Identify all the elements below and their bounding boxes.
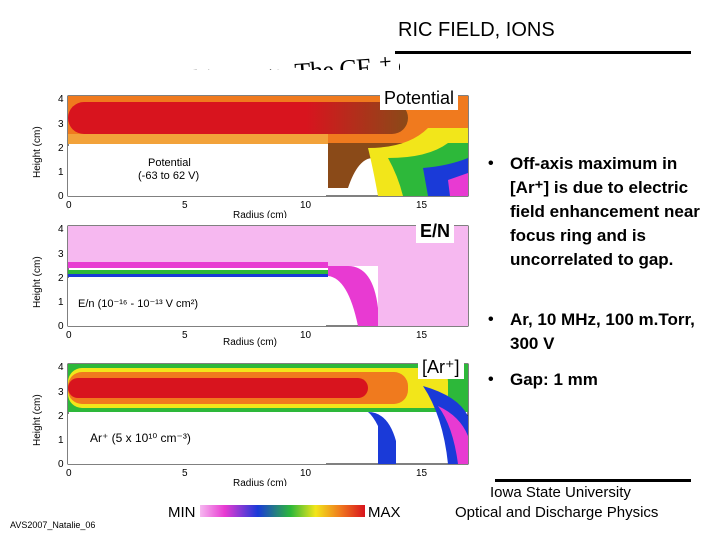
ar-xtick: 0	[66, 468, 72, 479]
en-ytick: 2	[58, 273, 64, 284]
en-xlabel: Radius (cm)	[223, 337, 277, 348]
en-annotation-line1: E/n (10⁻¹⁶ - 10⁻¹³ V cm²)	[78, 298, 198, 310]
panel-label-en: E/N	[416, 220, 455, 243]
potential-plot: Potential (-63 to 62 V) 0 1 2 3 4 0 5 10…	[32, 94, 469, 218]
institution-line1: Iowa State University	[490, 484, 631, 501]
potential-annotation-line1: Potential	[148, 157, 191, 169]
en-plot: E/n (10⁻¹⁶ - 10⁻¹³ V cm²) 0 1 2 3 4 0 5 …	[32, 224, 469, 348]
ar-xtick: 5	[182, 468, 188, 479]
ar-ytick: 1	[58, 435, 64, 446]
potential-xlabel: Radius (cm)	[233, 210, 287, 218]
en-ytick: 4	[58, 224, 64, 235]
colorbar-min-label: MIN	[168, 504, 196, 521]
bullet-item: Off-axis maximum in [Ar⁺] is due to elec…	[486, 152, 716, 272]
corner-tag: AVS2007_Natalie_06	[10, 520, 96, 530]
potential-ytick: 2	[58, 143, 64, 154]
en-xtick: 0	[66, 330, 72, 341]
potential-xtick: 10	[300, 200, 312, 211]
institution-line2: Optical and Discharge Physics	[455, 504, 659, 521]
ar-ytick: 4	[58, 362, 64, 373]
panel-label-potential: Potential	[380, 87, 459, 110]
en-xtick: 10	[300, 330, 312, 341]
potential-xtick: 15	[416, 200, 428, 211]
ar-xlabel: Radius (cm)	[233, 478, 287, 486]
potential-ylabel: Height (cm)	[32, 126, 43, 178]
potential-ytick: 0	[58, 191, 64, 202]
en-xtick: 15	[416, 330, 428, 341]
scanned-text-line: gas pressure over this range. The CF₃⁺ d…	[8, 25, 400, 70]
bullet-item: Ar, 10 MHz, 100 m.Torr, 300 V	[486, 308, 716, 356]
en-xtick: 5	[182, 330, 188, 341]
title-rule	[395, 51, 691, 54]
ar-ion-plot: Ar⁺ (5 x 10¹⁰ cm⁻³) 0 1 2 3 4 0 5 10 15 …	[32, 362, 469, 486]
bullet-item: Gap: 1 mm	[486, 368, 716, 392]
ar-ylabel: Height (cm)	[32, 394, 43, 446]
ar-ytick: 2	[58, 411, 64, 422]
bullet-list-3: Gap: 1 mm	[486, 368, 716, 392]
potential-annotation-line2: (-63 to 62 V)	[138, 170, 199, 182]
en-ytick: 1	[58, 297, 64, 308]
bullet-list-2: Ar, 10 MHz, 100 m.Torr, 300 V	[486, 308, 716, 356]
potential-xtick: 5	[182, 200, 188, 211]
potential-ytick: 3	[58, 119, 64, 130]
en-ytick: 3	[58, 249, 64, 260]
slide-title: RIC FIELD, IONS	[398, 19, 555, 41]
ar-ytick: 3	[58, 387, 64, 398]
ar-annotation-line1: Ar⁺ (5 x 10¹⁰ cm⁻³)	[90, 431, 191, 445]
colorbar-max-label: MAX	[368, 504, 401, 521]
bullet-list-1: Off-axis maximum in [Ar⁺] is due to elec…	[486, 152, 716, 272]
panel-label-ar-ion: [Ar⁺]	[418, 356, 464, 379]
ar-xtick: 15	[416, 468, 428, 479]
potential-ytick: 4	[58, 94, 64, 105]
footer-rule	[495, 479, 691, 482]
ar-xtick: 10	[300, 468, 312, 479]
ar-ytick: 0	[58, 459, 64, 470]
potential-xtick: 0	[66, 200, 72, 211]
en-ytick: 0	[58, 321, 64, 332]
scanned-text-fragment: gas pressure over this range. The CF₃⁺ d…	[0, 0, 400, 70]
colorbar	[200, 505, 365, 517]
en-ylabel: Height (cm)	[32, 256, 43, 308]
potential-ytick: 1	[58, 167, 64, 178]
